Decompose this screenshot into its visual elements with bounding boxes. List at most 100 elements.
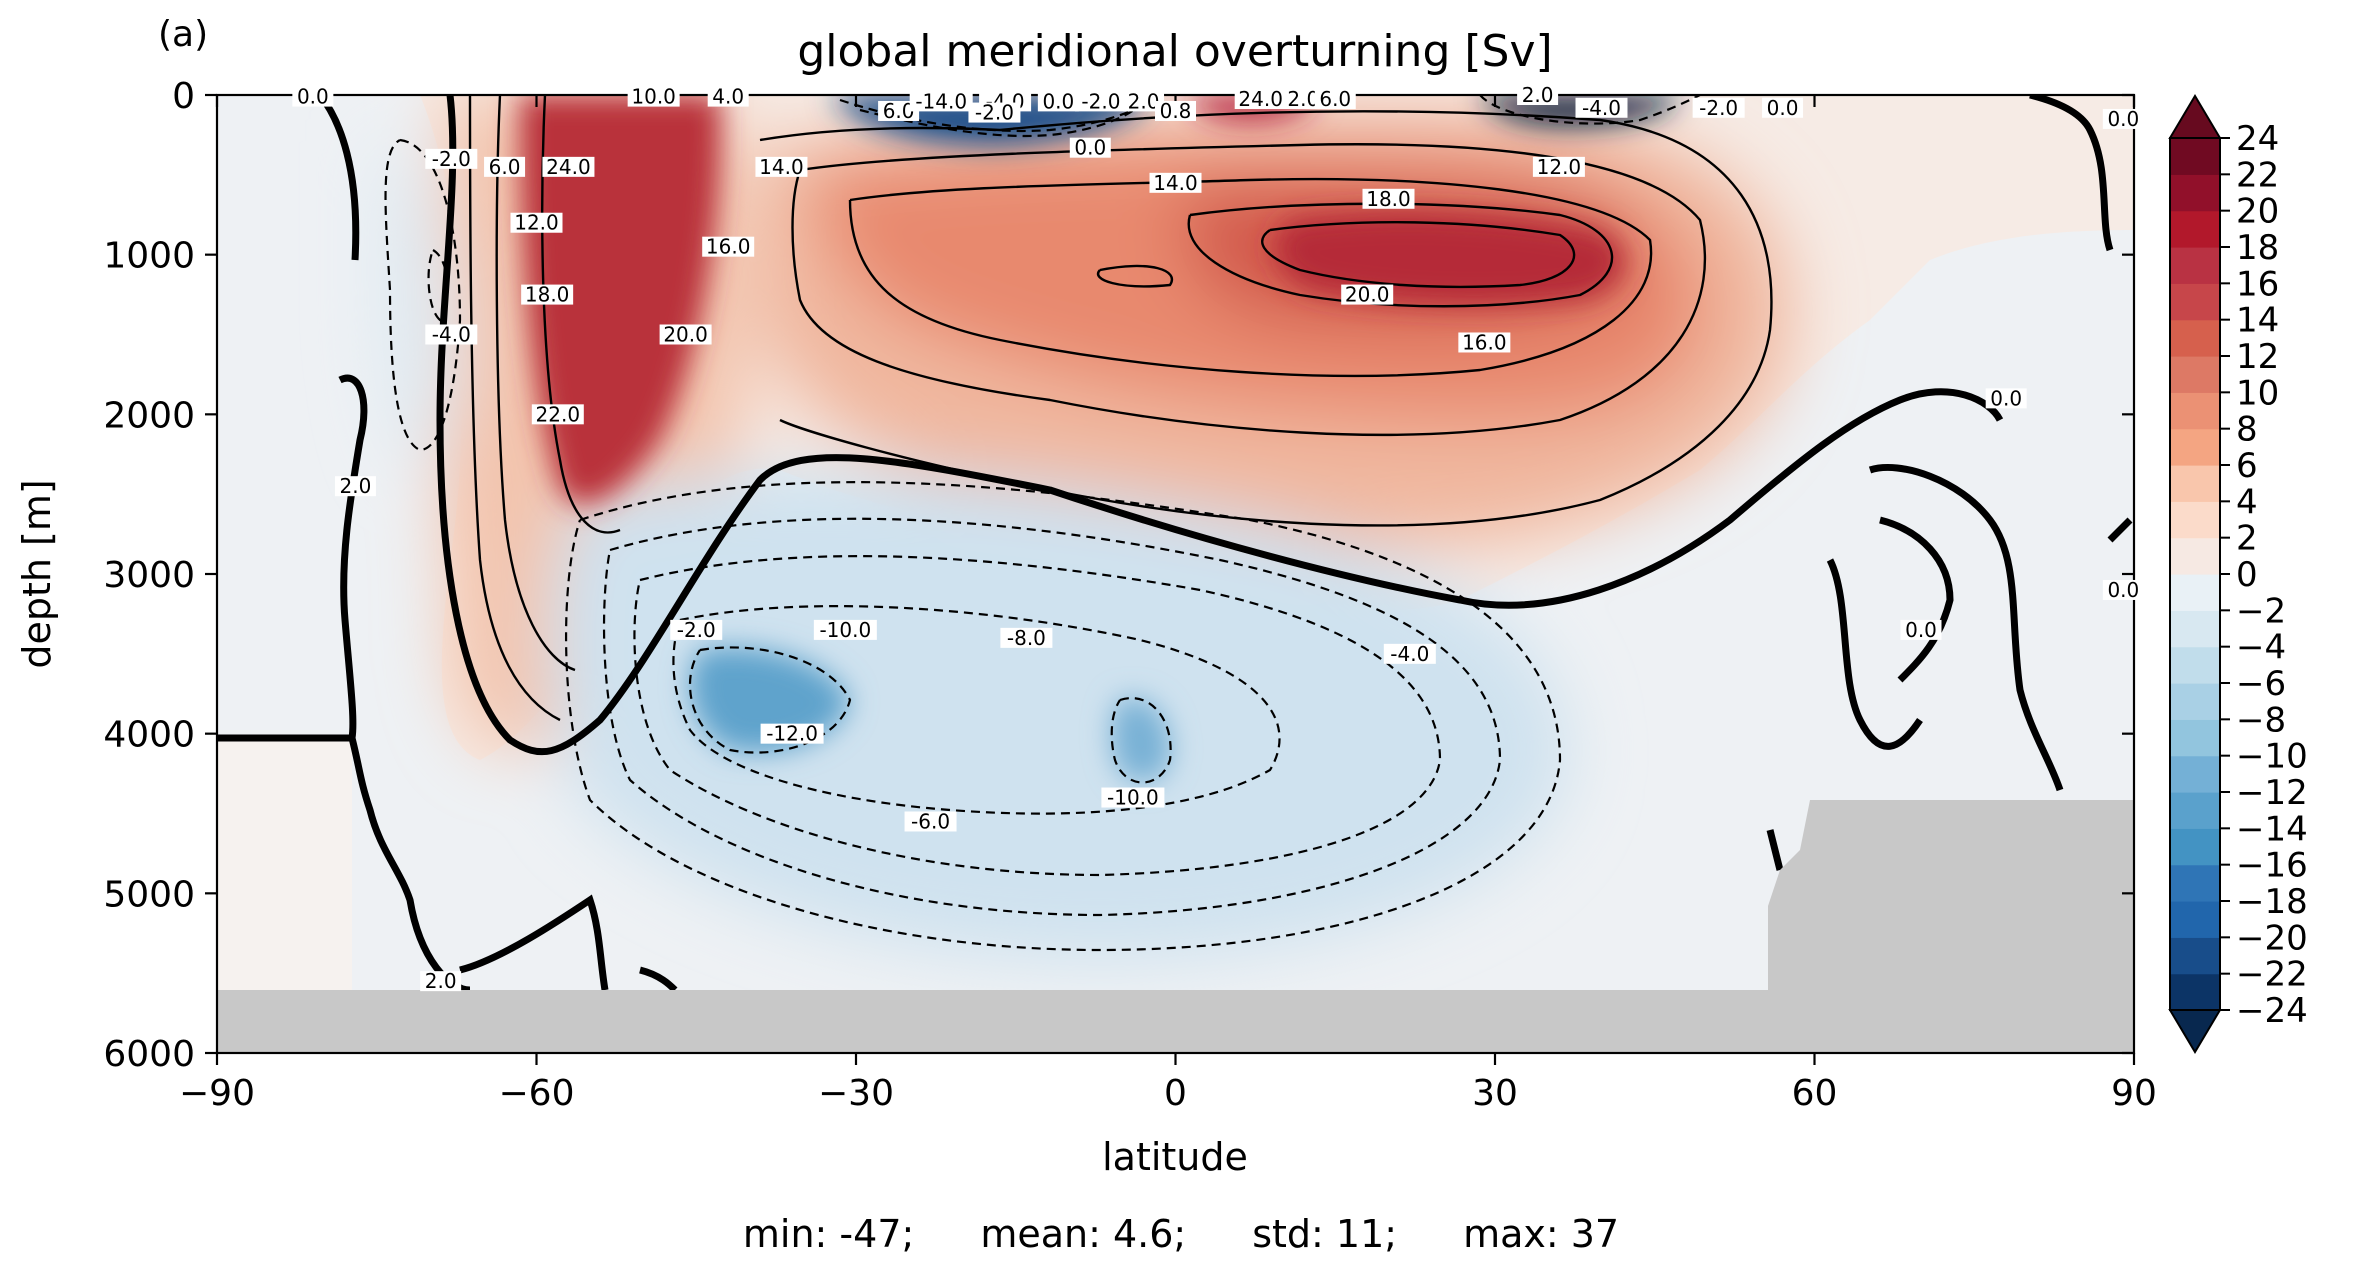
stat-std: std: 11; xyxy=(1252,1212,1398,1256)
contour-label: 16.0 xyxy=(706,235,751,259)
colorbar-tick-label: 22 xyxy=(2236,155,2279,195)
abyssal-cell-halo xyxy=(550,471,1570,960)
contour-label-bg xyxy=(425,324,478,345)
contour-label: 22.0 xyxy=(536,402,581,426)
contour-label: 0.8 xyxy=(1160,99,1192,123)
contour-label-bg xyxy=(1155,100,1196,121)
colorbar-segment xyxy=(2170,610,2220,648)
colorbar-tick-label: 14 xyxy=(2236,301,2279,341)
colorbar-tick-label: 10 xyxy=(2236,373,2279,413)
contour-label-bg xyxy=(1900,619,1942,640)
colorbar-segment xyxy=(2170,864,2220,902)
colorbar-tick-label: −16 xyxy=(2236,846,2308,886)
zero-contours xyxy=(217,95,2133,994)
colorbar-segment xyxy=(2170,247,2220,284)
panel-label: (a) xyxy=(158,14,208,55)
colorbar-tick-label: −10 xyxy=(2236,737,2308,777)
contour-label-bg xyxy=(1575,97,1628,118)
contour-label-bg xyxy=(1123,91,1165,112)
x-tick-label: −90 xyxy=(179,1073,255,1114)
contour-label-bg xyxy=(1762,97,1804,118)
stat-mean: mean: 4.6; xyxy=(980,1212,1187,1256)
contour-label: 14.0 xyxy=(1153,171,1198,195)
contour-label-bg xyxy=(1314,88,1356,109)
contour-label: 12.0 xyxy=(1537,155,1582,179)
contour-label-bg xyxy=(627,86,680,107)
colorbar-tick-label: 8 xyxy=(2236,410,2258,450)
contour-label-bg xyxy=(510,212,563,233)
contour-label: -2.0 xyxy=(677,618,716,642)
colorbar-tick-label: −2 xyxy=(2236,591,2286,631)
contour-label: -4.0 xyxy=(1582,96,1621,120)
stat-min: min: -47; xyxy=(742,1212,915,1256)
contour-label-bg xyxy=(425,148,478,169)
southern-lower-fill xyxy=(217,735,352,995)
summary-stats: min: -47; mean: 4.6; std: 11; max: 37 xyxy=(0,1212,2362,1256)
contour-label-bg xyxy=(1069,137,1111,158)
contour-label: -2.0 xyxy=(975,101,1014,125)
colorbar-segment xyxy=(2170,792,2220,829)
contour-label: -8.0 xyxy=(1007,626,1046,650)
contour-label: 2.0 xyxy=(1522,83,1554,107)
contour-label-bg xyxy=(1149,172,1202,193)
southern-cell-red xyxy=(520,95,721,504)
contour-label: 24.0 xyxy=(546,155,591,179)
colorbar-segment xyxy=(2170,937,2220,975)
contour-label: -10.0 xyxy=(819,618,871,642)
stat-max: max: 37 xyxy=(1463,1212,1620,1256)
contour-label: 0.0 xyxy=(1074,136,1106,160)
contour-label-bg xyxy=(755,156,808,177)
x-tick-label: 60 xyxy=(1792,1073,1838,1114)
colorbar-tick-label: −8 xyxy=(2236,700,2286,740)
contour-label: 2.0 xyxy=(1128,89,1160,113)
contour-label: 10.0 xyxy=(631,85,676,109)
contour-label: -10.0 xyxy=(1107,786,1159,810)
contour-label: 0.0 xyxy=(2107,107,2139,131)
contour-label: 6.0 xyxy=(489,155,521,179)
colorbar-tick-label: −24 xyxy=(2236,991,2308,1031)
contour-label: 4.0 xyxy=(712,85,744,109)
contour-label-bg xyxy=(542,156,595,177)
colorbar-segment xyxy=(2170,973,2220,1011)
colorbar-tick-label: −4 xyxy=(2236,628,2286,668)
x-tick-label: 0 xyxy=(1164,1073,1187,1114)
chart-title: global meridional overturning [Sv] xyxy=(797,26,1552,77)
contour-label: -6.0 xyxy=(911,809,950,833)
contour-label-bg xyxy=(2102,108,2144,129)
y-tick-label: 1000 xyxy=(103,236,195,277)
contour-label-bg xyxy=(1074,91,1127,112)
colorbar-segment xyxy=(2170,755,2220,793)
y-axis-label: depth [m] xyxy=(15,479,59,668)
y-tick-label: 3000 xyxy=(103,555,195,596)
contour-label-bg xyxy=(531,404,584,425)
contour-label-bg xyxy=(909,91,973,112)
contour-label-bg xyxy=(1985,388,2027,409)
contour-labels: 0.0 10.0 4.06.0 -14.0 -4.0 0.0 -2.0 2.0-2.00.00… xyxy=(292,83,2144,993)
contour-label: 0.0 xyxy=(297,85,329,109)
contour-label: 20.0 xyxy=(663,323,708,347)
y-tick-label: 5000 xyxy=(103,874,195,915)
colorbar-tick-label: 12 xyxy=(2236,337,2279,377)
x-tick-label: 90 xyxy=(2111,1073,2157,1114)
contour-label: -2.0 xyxy=(1081,89,1120,113)
contour-label-bg xyxy=(1101,787,1165,808)
contour-label: -4.0 xyxy=(1390,642,1429,666)
colorbar-tick-label: 24 xyxy=(2236,119,2279,159)
contour-label: 16.0 xyxy=(1462,330,1507,354)
contour-label-bg xyxy=(670,619,723,640)
colorbar-tick-label: 6 xyxy=(2236,446,2258,486)
contour-label-bg xyxy=(1458,332,1511,353)
bathymetry-mask xyxy=(217,800,2134,1053)
colorbar-tick-label: 18 xyxy=(2236,228,2279,268)
contour-label-bg xyxy=(968,102,1021,123)
colorbar-segment xyxy=(2170,574,2220,611)
contour-label: -2.0 xyxy=(432,147,471,171)
contour-label: 6.0 xyxy=(1319,87,1351,111)
contour-label-bg xyxy=(904,811,957,832)
colorbar-tick-label: 0 xyxy=(2236,555,2258,595)
abyssal-min-east xyxy=(1111,698,1171,783)
contour-label-bg xyxy=(1692,97,1745,118)
contour-label: 0.0 xyxy=(1905,618,1937,642)
contour-plot xyxy=(217,95,2134,1053)
